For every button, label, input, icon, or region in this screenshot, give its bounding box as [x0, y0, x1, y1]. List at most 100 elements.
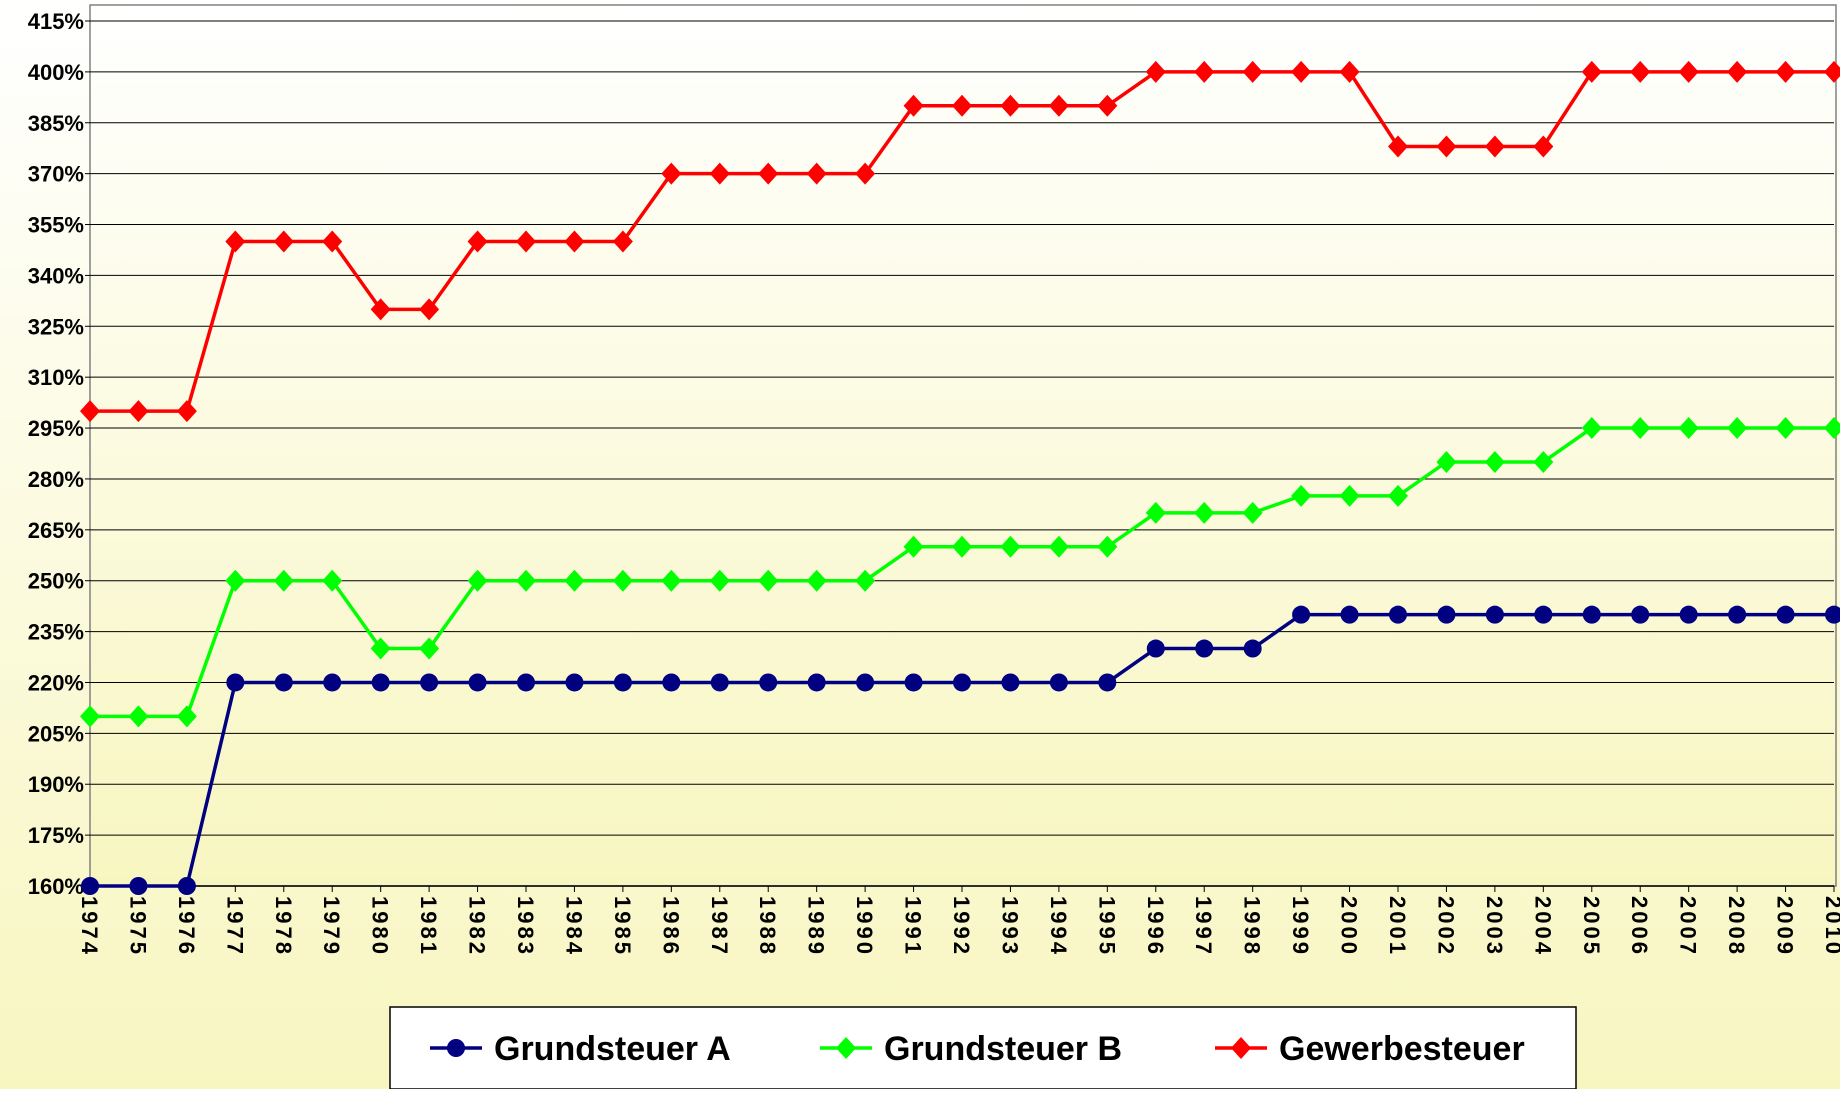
marker [1678, 60, 1699, 83]
marker [371, 673, 390, 692]
marker [322, 230, 343, 253]
x-tick-label: 2001 [1385, 896, 1410, 957]
y-tick-label: 235% [28, 620, 84, 645]
marker [855, 162, 876, 185]
marker [1292, 605, 1311, 624]
marker [1194, 60, 1215, 83]
marker [952, 535, 972, 558]
marker [806, 569, 827, 592]
x-tick-label: 1978 [271, 896, 296, 957]
marker [1727, 60, 1748, 83]
marker [1097, 94, 1118, 117]
x-tick-label: 1990 [852, 896, 877, 957]
marker [517, 673, 535, 692]
marker [1243, 639, 1262, 658]
y-tick-label: 250% [28, 569, 84, 594]
marker [80, 705, 100, 728]
marker [225, 230, 246, 253]
marker [807, 673, 826, 692]
marker [81, 877, 99, 895]
marker [1485, 605, 1504, 624]
marker [758, 569, 779, 592]
y-tick-label: 205% [28, 721, 84, 746]
legend-label: Gewerbesteuer [1279, 1030, 1525, 1068]
marker [1242, 60, 1263, 83]
x-tick-label: 1983 [513, 896, 538, 957]
y-tick-label: 220% [28, 670, 84, 695]
marker [419, 298, 440, 321]
marker [1631, 605, 1650, 624]
x-tick-label: 2004 [1530, 896, 1555, 957]
x-tick-label: 2006 [1627, 896, 1652, 957]
marker [1581, 417, 1602, 440]
marker [80, 400, 100, 423]
marker [1484, 135, 1505, 158]
marker [1145, 501, 1166, 524]
marker [564, 230, 585, 253]
x-tick-label: 1989 [804, 896, 829, 957]
marker [273, 230, 294, 253]
marker [1534, 605, 1553, 624]
marker [1630, 417, 1651, 440]
marker [1339, 484, 1360, 507]
marker [612, 230, 633, 253]
y-tick-label: 415% [28, 9, 84, 34]
y-tick-label: 160% [28, 874, 84, 899]
marker [612, 569, 633, 592]
y-tick-label: 340% [28, 263, 84, 288]
marker [226, 673, 245, 692]
marker [1339, 60, 1360, 83]
marker [1728, 605, 1747, 624]
x-tick-label: 1977 [222, 896, 247, 957]
marker [709, 569, 730, 592]
x-tick-label: 1979 [319, 896, 344, 957]
marker [1630, 60, 1651, 83]
marker [128, 705, 149, 728]
marker [1048, 94, 1069, 117]
marker [1775, 417, 1796, 440]
marker [1775, 60, 1796, 83]
marker [1098, 673, 1117, 692]
x-tick-label: 1984 [561, 896, 586, 957]
marker [225, 569, 246, 592]
x-tick-label: 2009 [1773, 896, 1798, 957]
marker [806, 162, 827, 185]
marker [420, 673, 439, 692]
x-tick-label: 1982 [465, 896, 490, 957]
x-tick-label: 1974 [77, 896, 102, 957]
marker [447, 1039, 465, 1057]
x-tick-label: 1986 [658, 896, 683, 957]
marker [1824, 60, 1840, 83]
plot-area [89, 4, 1837, 887]
marker [709, 162, 730, 185]
marker [322, 569, 343, 592]
marker [953, 673, 971, 692]
marker [1727, 417, 1748, 440]
y-tick-label: 385% [28, 111, 84, 136]
marker [565, 673, 584, 692]
legend-label: Grundsteuer A [494, 1030, 731, 1068]
x-tick-label: 1975 [125, 896, 150, 957]
marker [1825, 605, 1840, 624]
marker [370, 298, 391, 321]
marker [1533, 450, 1554, 473]
marker [1000, 535, 1021, 558]
x-tick-label: 1988 [755, 896, 780, 957]
y-tick-label: 265% [28, 518, 84, 543]
x-tick-label: 2010 [1821, 896, 1840, 957]
marker [370, 637, 391, 660]
x-tick-label: 1980 [368, 896, 393, 957]
marker [1231, 1037, 1251, 1059]
marker [1776, 605, 1795, 624]
marker [274, 673, 293, 692]
marker [516, 230, 536, 253]
marker [177, 877, 196, 895]
marker [1291, 484, 1312, 507]
y-tick-label: 310% [28, 365, 84, 390]
marker [1388, 484, 1408, 507]
marker [613, 673, 632, 692]
marker [467, 569, 488, 592]
marker [1436, 135, 1457, 158]
marker [903, 535, 924, 558]
